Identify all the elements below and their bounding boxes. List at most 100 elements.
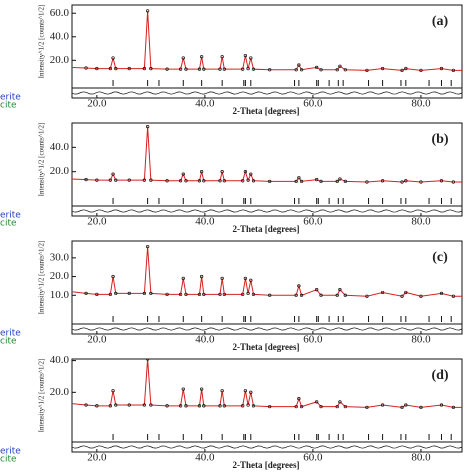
x-tick-label: 80.0 xyxy=(411,334,431,346)
legend-entry: cite xyxy=(0,337,17,347)
observed-point xyxy=(111,274,115,279)
observed-point xyxy=(246,291,250,296)
observed-point xyxy=(299,179,304,184)
observed-point xyxy=(142,178,147,182)
observed-point xyxy=(114,403,118,407)
observed-point xyxy=(319,179,323,184)
observed-point xyxy=(365,294,369,298)
observed-point xyxy=(251,292,256,296)
observed-point xyxy=(404,66,408,71)
y-tick-label: 20.0 xyxy=(50,165,70,177)
observed-point xyxy=(400,68,404,72)
observed-point xyxy=(95,66,99,71)
observed-point xyxy=(249,172,253,176)
observed-point xyxy=(127,291,131,296)
observed-point xyxy=(294,404,298,409)
observed-point xyxy=(178,67,183,71)
x-tick-label: 80.0 xyxy=(411,452,431,464)
observed-point xyxy=(108,66,113,71)
observed-point xyxy=(222,67,226,71)
plot-frame xyxy=(71,4,463,99)
x-tick-label: 40.0 xyxy=(195,452,215,464)
series-group xyxy=(69,124,466,184)
observed-point xyxy=(343,68,347,72)
observed-point xyxy=(297,284,301,288)
legend-entry: cite xyxy=(0,219,17,229)
observed-point xyxy=(451,180,456,184)
observed-point xyxy=(299,404,304,409)
observed-point xyxy=(299,68,304,72)
plot-frame xyxy=(71,358,463,453)
observed-point xyxy=(251,67,256,71)
observed-point xyxy=(335,404,339,409)
observed-point xyxy=(184,179,188,183)
observed-point xyxy=(142,403,147,407)
legend-entry: erite xyxy=(0,329,21,339)
observed-point xyxy=(127,403,131,407)
observed-point xyxy=(249,56,253,60)
difference-curve xyxy=(71,209,463,213)
y-tick-label: 40.0 xyxy=(50,354,70,366)
legend-entry: cite xyxy=(0,455,17,465)
observed-point xyxy=(439,66,444,71)
observed-point xyxy=(463,181,466,184)
observed-point xyxy=(335,293,339,297)
x-axis-label: 2-Theta [degrees] xyxy=(232,342,299,352)
observed-point xyxy=(404,290,408,295)
observed-point xyxy=(127,66,131,71)
observed-point xyxy=(315,177,319,182)
observed-point xyxy=(111,56,115,60)
observed-point xyxy=(380,66,385,71)
observed-point xyxy=(338,177,342,181)
observed-point xyxy=(149,66,153,71)
observed-point xyxy=(463,406,466,409)
observed-point xyxy=(111,389,115,393)
observed-point xyxy=(335,68,339,72)
observed-point xyxy=(69,66,72,69)
observed-point xyxy=(69,178,72,181)
observed-point xyxy=(294,293,298,297)
y-tick-label: 20.0 xyxy=(50,270,70,282)
observed-point xyxy=(197,67,202,71)
observed-point xyxy=(400,294,404,298)
y-tick-label: 40.0 xyxy=(50,141,70,153)
observed-point xyxy=(199,170,204,174)
observed-point xyxy=(319,404,323,409)
x-tick-label: 40.0 xyxy=(195,334,215,346)
observed-point xyxy=(243,170,248,174)
observed-point xyxy=(249,278,253,282)
observed-point xyxy=(251,404,256,408)
observed-point xyxy=(299,293,304,297)
calculated-line xyxy=(72,126,462,183)
observed-point xyxy=(181,276,185,281)
observed-point xyxy=(108,292,113,296)
y-tick-label: 20.0 xyxy=(50,386,70,398)
observed-point xyxy=(241,179,245,183)
legend-entry: erite xyxy=(0,211,21,221)
y-axis-label: Intensity^1/2 [counts^1/2] xyxy=(38,241,46,315)
observed-point xyxy=(84,291,88,296)
legend-entry: erite xyxy=(0,447,21,457)
observed-point xyxy=(95,292,99,296)
observed-point xyxy=(343,179,347,184)
observed-point xyxy=(165,292,169,296)
observed-point xyxy=(197,179,202,183)
observed-point xyxy=(380,403,385,407)
observed-point xyxy=(149,291,153,296)
observed-point xyxy=(251,179,256,183)
observed-point xyxy=(202,67,206,71)
observed-point xyxy=(145,359,150,361)
observed-point xyxy=(380,290,385,295)
observed-point xyxy=(197,292,202,296)
observed-point xyxy=(297,176,301,180)
difference-curve xyxy=(71,327,463,331)
x-axis-label: 2-Theta [degrees] xyxy=(232,460,299,470)
observed-point xyxy=(95,178,99,182)
observed-point xyxy=(243,53,248,58)
difference-curve xyxy=(71,91,463,95)
y-axis-label: Intensity^1/2 [counts^1/2] xyxy=(38,123,46,197)
observed-point xyxy=(114,178,118,182)
observed-point xyxy=(199,274,204,279)
observed-point xyxy=(178,179,183,183)
